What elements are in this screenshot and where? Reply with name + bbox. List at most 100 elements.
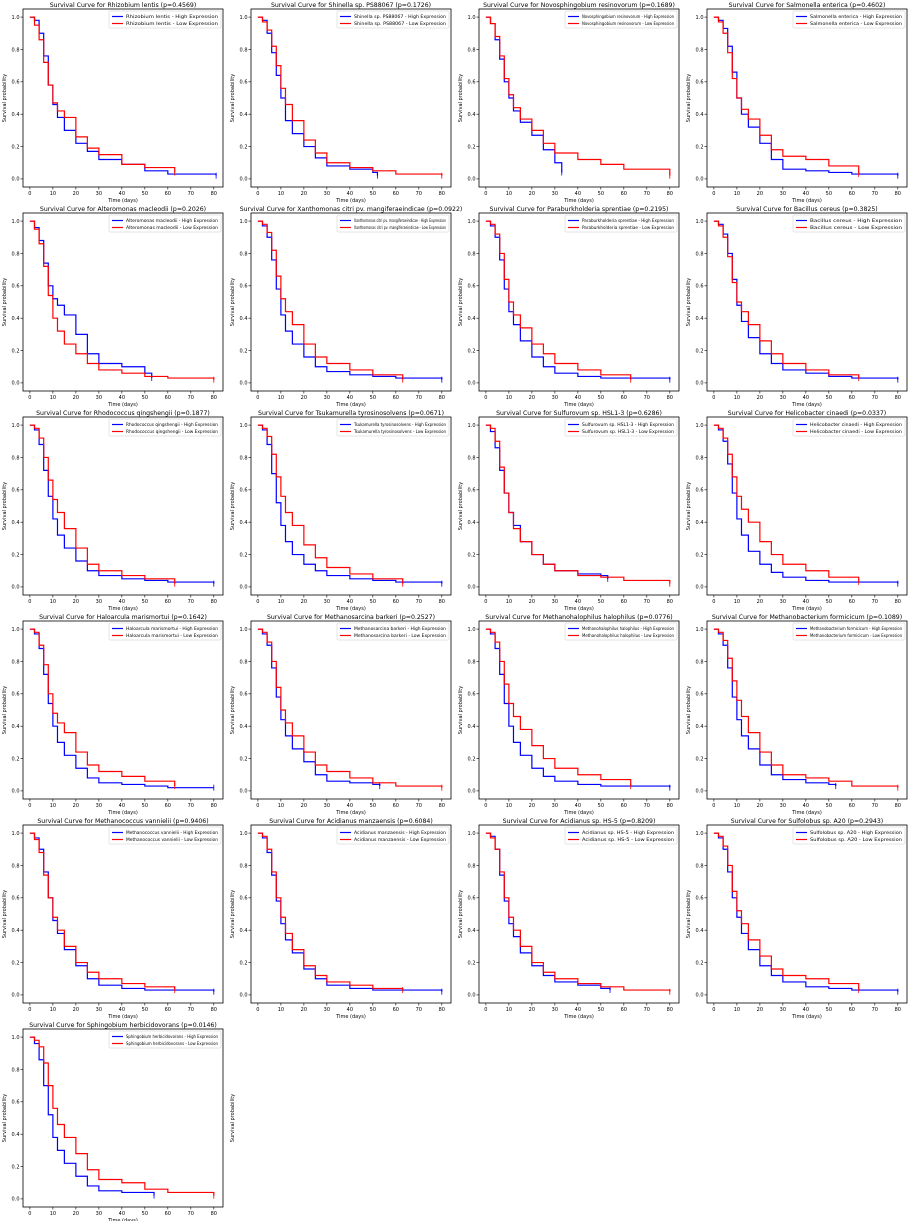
y-axis-label: Survival probability [2,74,8,122]
y-tick-label: 0.2 [696,552,704,558]
y-tick-label: 0.4 [468,928,476,934]
high-expression-curve [29,1036,155,1196]
x-tick-label: 40 [575,1007,581,1013]
legend-box [792,418,906,437]
legend-entry: Bacillus cereus - Low Expression [810,225,902,230]
x-tick-label: 50 [598,803,604,809]
x-tick-label: 80 [895,803,901,809]
x-tick-label: 60 [621,803,627,809]
y-tick-label: 0.2 [240,552,248,558]
y-axis-label: Survival probability [2,1094,8,1142]
x-tick-label: 0 [28,599,31,605]
y-tick-label: 0.2 [240,960,248,966]
plot-frame [250,212,452,392]
plot-frame [22,1028,224,1208]
chart-legend: Sulfurovum sp. HSL1-3 - High Expression S… [564,418,678,437]
y-axis-label: Survival probability [458,482,464,530]
x-axis-label: Time (days) [335,606,366,612]
survival-chart-17: Survival Curve for Methanococcus vanniel… [2,818,224,1020]
x-tick-label: 60 [393,803,399,809]
y-tick-label: 0.6 [468,284,476,290]
x-tick-label: 20 [73,395,79,401]
plot-frame [478,416,680,596]
x-tick-label: 80 [211,1007,217,1013]
y-tick-label: 0.0 [240,585,248,591]
y-tick-label: 1.0 [240,219,248,225]
x-tick-label: 60 [849,599,855,605]
y-tick-label: 0.0 [696,993,704,999]
legend-box [792,826,906,845]
x-tick-label: 20 [757,1007,763,1013]
y-tick-label: 1.0 [696,627,704,633]
legend-box [108,622,222,641]
y-tick-label: 0.2 [240,756,248,762]
chart-title: Survival Curve for Rhizobium lentis (p=0… [50,2,197,9]
high-expression-curve [485,628,671,788]
y-tick-label: 1.0 [12,1035,20,1041]
x-axis-label: Time (days) [107,198,138,204]
y-tick-label: 0.8 [12,1067,20,1073]
x-tick-label: 10 [734,191,740,197]
legend-entry: Rhizobium lentis - Low Expression [126,21,218,26]
x-tick-label: 60 [165,599,171,605]
x-tick-label: 10 [506,599,512,605]
x-tick-label: 20 [73,1007,79,1013]
y-tick-label: 0.6 [468,488,476,494]
plot-frame [22,8,224,188]
x-axis-label: Time (days) [563,810,594,816]
x-tick-label: 30 [324,803,330,809]
y-axis-label: Survival probability [458,74,464,122]
x-tick-label: 0 [28,1007,31,1013]
x-tick-label: 10 [278,395,284,401]
y-tick-label: 0.6 [240,692,248,698]
y-tick-label: 0.6 [696,896,704,902]
y-tick-label: 0.8 [240,863,248,869]
x-tick-label: 60 [621,191,627,197]
x-tick-label: 10 [50,599,56,605]
y-tick-label: 0.8 [12,863,20,869]
y-tick-label: 0.0 [468,177,476,183]
y-axis-label: Survival probability [230,686,236,734]
legend-entry: Methanosarcina barkeri - High Expression [354,626,446,631]
survival-chart-4: Survival Curve for Salmonella enterica (… [686,2,908,204]
x-tick-label: 20 [301,191,307,197]
low-expression-curve [485,16,671,176]
x-tick-label: 50 [370,191,376,197]
chart-legend: Methanosarcina barkeri - High Expression… [336,622,450,641]
y-tick-label: 1.0 [12,219,20,225]
x-tick-label: 70 [416,395,422,401]
x-tick-label: 70 [416,803,422,809]
legend-entry: Tsukamurella tyrosinosolvens - Low Expre… [353,429,446,434]
survival-chart-21: Survival Curve for Sphingobium herbicido… [2,1022,224,1221]
x-tick-label: 60 [621,599,627,605]
x-tick-label: 40 [803,1007,809,1013]
legend-entry: Helicobacter cinaedi - High Expression [810,422,902,427]
legend-box [108,10,222,29]
x-axis-label: Time (days) [107,810,138,816]
chart-legend: Acidianus manzaensis - High Expression Ac… [336,826,450,845]
x-tick-label: 40 [119,395,125,401]
survival-chart-16: Survival Curve for Methanobacterium form… [686,614,908,816]
low-expression-curve [713,424,860,583]
x-axis-label: Time (days) [791,402,822,408]
y-axis-label: Survival probability [458,686,464,734]
x-axis-label: Time (days) [563,198,594,204]
x-tick-label: 70 [188,191,194,197]
legend-entry: Sulfolobus sp. A20 - Low Expression [810,837,902,842]
legend-box [336,214,450,233]
x-tick-label: 50 [142,395,148,401]
legend-entry: Paraburkholderia sprentiae - Low Express… [582,225,674,230]
x-tick-label: 0 [712,1007,715,1013]
chart-legend: Tsukamurella tyrosinosolvens - High Expr… [336,418,450,437]
x-tick-label: 50 [826,803,832,809]
low-expression-curve [257,220,404,380]
x-tick-label: 10 [50,191,56,197]
plot-frame [250,824,452,1004]
legend-box [792,10,906,29]
low-expression-curve [29,1036,215,1196]
legend-entry: Bacillus cereus - High Expression [810,218,902,223]
y-tick-label: 0.0 [240,177,248,183]
y-axis-label: Survival probability [686,890,692,938]
x-tick-label: 60 [849,395,855,401]
